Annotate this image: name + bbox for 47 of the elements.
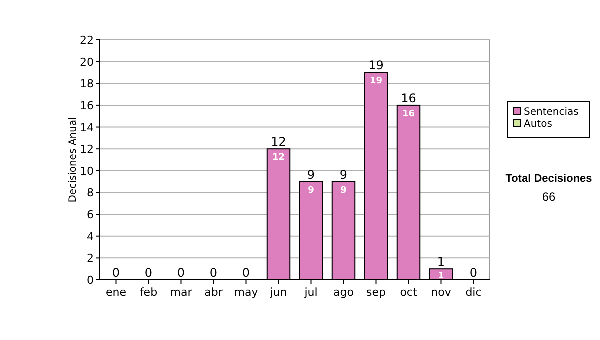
y-tick-label: 20 <box>80 56 94 69</box>
x-tick-label: ago <box>334 286 354 299</box>
y-tick-label: 14 <box>80 121 94 134</box>
y-tick-label: 10 <box>80 164 94 178</box>
y-tick-label: 8 <box>87 186 94 200</box>
total-label: 0 <box>242 266 250 280</box>
total-label: 0 <box>112 266 120 280</box>
text: 66 <box>542 190 556 204</box>
y-tick-label: 22 <box>80 34 94 47</box>
x-tick-label: oct <box>400 286 418 299</box>
x-tick-label: jun <box>269 286 288 299</box>
total-label: 0 <box>144 266 153 280</box>
y-tick-label: 4 <box>87 230 94 244</box>
data-label: 12 <box>272 153 286 164</box>
y-tick-label: 6 <box>87 208 94 222</box>
total-label: 12 <box>271 135 286 150</box>
total-label: 16 <box>401 91 416 106</box>
legend-label: Autos <box>524 119 552 130</box>
x-tick-label: feb <box>140 286 158 299</box>
data-label: 1 <box>438 271 444 280</box>
y-tick-label: 16 <box>80 99 94 112</box>
x-tick-label: mar <box>170 286 193 299</box>
text: Total Decisiones <box>506 173 592 185</box>
y-tick-label: 2 <box>87 252 94 266</box>
legend-label: Sentencias <box>524 107 579 118</box>
x-tick-label: sep <box>366 286 386 299</box>
total-label: 9 <box>307 168 316 182</box>
total-label: 0 <box>210 266 218 280</box>
total-label: 0 <box>177 266 186 280</box>
total-label: 19 <box>368 58 384 73</box>
x-tick-label: jul <box>304 286 318 299</box>
y-tick-label: 0 <box>87 274 94 287</box>
y-tick-label: 12 <box>80 143 94 156</box>
x-tick-label: abr <box>204 286 224 299</box>
x-tick-label: ene <box>106 286 127 299</box>
y-tick-label: 18 <box>80 78 94 91</box>
total-label: 9 <box>340 168 348 182</box>
x-tick-label: may <box>234 286 259 299</box>
data-label: 19 <box>370 76 383 87</box>
data-label: 9 <box>340 186 347 196</box>
y-axis-title: Decisiones Anual <box>68 117 79 203</box>
data-label: 9 <box>308 186 314 196</box>
data-label: 16 <box>402 109 416 120</box>
x-tick-label: dic <box>466 286 482 299</box>
x-tick-label: nov <box>431 286 452 299</box>
total-label: 0 <box>470 266 478 280</box>
total-label: 1 <box>437 255 446 270</box>
